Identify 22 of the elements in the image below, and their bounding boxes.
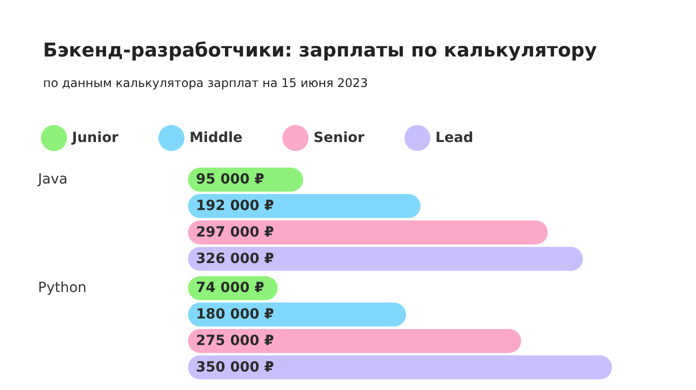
legend-label: Lead [435,130,474,146]
bar [188,194,421,218]
data-label: 95 000 ₽ [196,172,264,188]
data-label: 275 000 ₽ [196,332,274,349]
legend-label: Junior [71,130,119,146]
legend-label: Middle [189,130,243,146]
bar [188,220,548,244]
y-tick-label: Java [37,171,68,188]
y-tick-label: Python [38,280,87,296]
bar [188,302,406,327]
data-label: 350 000 ₽ [196,359,274,376]
bar [188,328,522,353]
chart-subtitle: по данным калькулятора зарплат на 15 июня 2023 [43,76,368,90]
bar [188,246,583,271]
bar [188,355,612,380]
data-label: 192 000 ₽ [196,198,274,214]
data-label: 180 000 ₽ [196,306,274,323]
data-label: 326 000 ₽ [196,250,274,267]
chart-title: Бэкенд-разработчики: зарплаты по калькулятору [43,40,598,62]
data-label: 297 000 ₽ [196,224,274,240]
data-label: 74 000 ₽ [196,280,264,296]
legend-label: Senior [314,130,364,146]
